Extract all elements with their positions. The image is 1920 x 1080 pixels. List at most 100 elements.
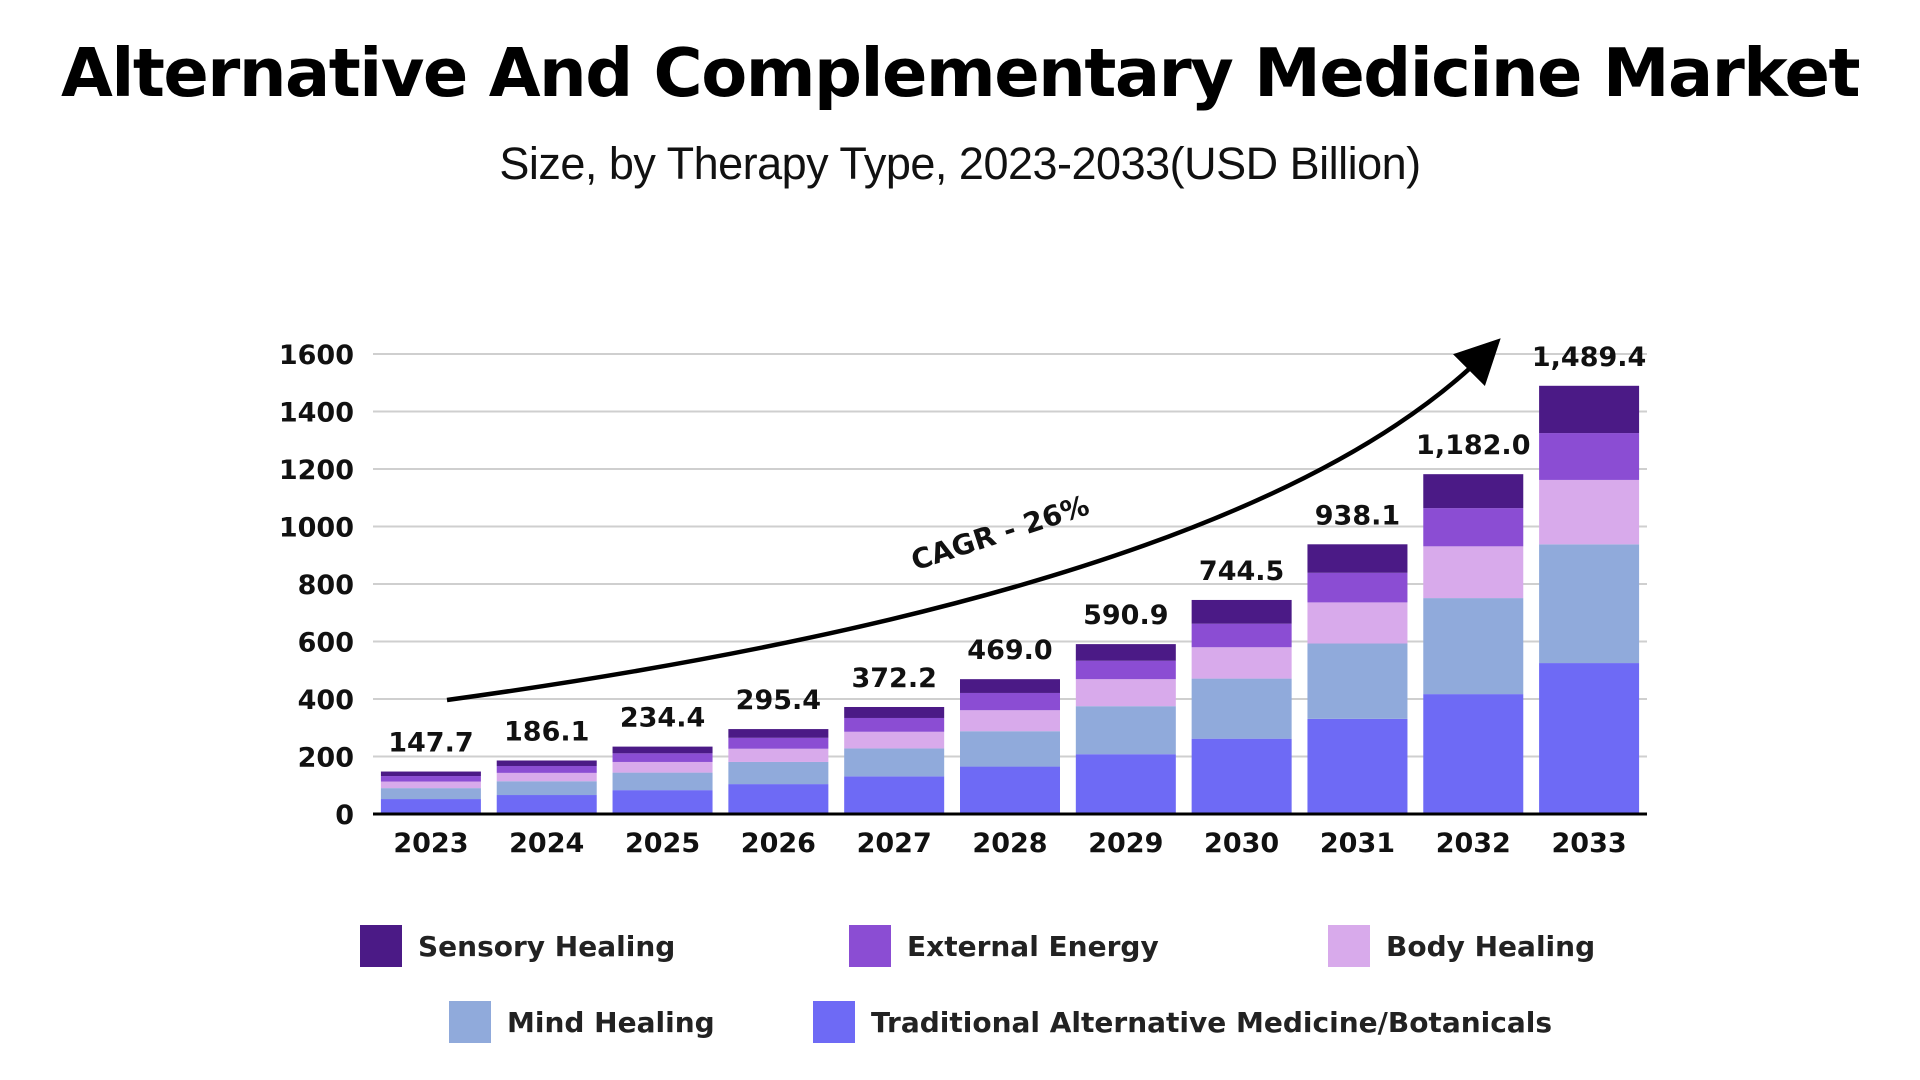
bar-2032-body-healing [1423,546,1524,599]
bar-2031-sensory-healing [1307,544,1408,573]
bar-2029-sensory-healing [1075,644,1176,661]
bar-2025-sensory-healing [612,746,713,754]
x-tick-label-2030: 2030 [1204,828,1279,859]
x-tick-label-2026: 2026 [741,828,816,859]
legend-item-body-healing: Body Healing [1328,925,1595,967]
bar-2031-external-energy [1307,572,1408,603]
bar-2032-sensory-healing [1423,474,1524,509]
bar-2027-mind-healing [844,748,945,777]
legend-item-mind-healing: Mind Healing [449,1001,715,1043]
x-tick-label-2029: 2029 [1088,828,1163,859]
y-tick-label: 400 [298,685,354,716]
x-tick-label-2025: 2025 [625,828,700,859]
legend-swatch-external-energy [849,925,891,967]
bar-2033-external-energy [1539,433,1640,480]
y-tick-label: 0 [335,800,354,831]
x-tick-label-2032: 2032 [1436,828,1511,859]
bar-2030-sensory-healing [1191,599,1292,624]
legend-label-sensory-healing: Sensory Healing [418,929,676,963]
legend-swatch-traditional-alternative-medicine [813,1001,855,1043]
bar-2023-external-energy [380,776,481,782]
total-label-2031: 938.1 [1315,500,1400,531]
bar-2026-external-energy [728,737,829,749]
y-tick-label: 200 [298,743,354,774]
bar-2026-body-healing [728,748,829,762]
legend-label-external-energy: External Energy [907,929,1159,963]
bar-2023-mind-healing [380,788,481,800]
x-tick-label-2033: 2033 [1552,828,1627,859]
y-tick-label: 1000 [279,513,354,544]
labels: 0 200 400 600 800 1000 1200 1400 1600 147.7 2023 18… [279,340,1646,859]
bar-2024-traditional-alternative-medicine-botanicals [496,795,597,814]
bar-2033-sensory-healing [1539,385,1640,434]
bar-2029-traditional-alternative-medicine-botanicals [1075,754,1176,814]
total-label-2030: 744.5 [1199,556,1284,587]
total-label-2033: 1,489.4 [1532,342,1646,373]
x-tick-label-2028: 2028 [972,828,1047,859]
cagr-label: CAGR - 26% [907,489,1093,578]
x-tick-label-2023: 2023 [393,828,468,859]
total-label-2029: 590.9 [1083,600,1168,631]
bar-2033-mind-healing [1539,544,1640,664]
y-tick-label: 800 [298,570,354,601]
bar-2024-sensory-healing [496,760,597,766]
legend-swatch-mind-healing [449,1001,491,1043]
chart-subtitle: Size, by Therapy Type, 2023-2033(USD Bil… [499,138,1421,189]
bar-2023-traditional-alternative-medicine-botanicals [380,799,481,814]
bar-2026-sensory-healing [728,729,829,738]
legend-swatch-body-healing [1328,925,1370,967]
bar-2030-body-healing [1191,647,1292,679]
y-tick-label: 600 [298,628,354,659]
bar-2027-external-energy [844,717,945,732]
bar-2033-traditional-alternative-medicine-botanicals [1539,663,1640,814]
legend-label-mind-healing: Mind Healing [507,1005,715,1039]
bars [380,385,1640,814]
bar-2029-body-healing [1075,679,1176,707]
bar-2033-body-healing [1539,479,1640,545]
bar-2028-sensory-healing [960,679,1060,693]
bar-2032-traditional-alternative-medicine-botanicals [1423,694,1524,814]
bar-2029-mind-healing [1075,706,1176,755]
legend-item-traditional-alternative-medicine: Traditional Alternative Medicine/Botanic… [813,1001,1552,1043]
bar-2027-body-healing [844,731,945,749]
bar-2024-external-energy [496,765,597,773]
y-tick-label: 1200 [279,455,354,486]
bar-2028-mind-healing [960,731,1060,767]
legend-label-body-healing: Body Healing [1386,929,1596,963]
bar-2026-mind-healing [728,761,829,785]
legend-label-traditional-alternative-medicine: Traditional Alternative Medicine/Botanic… [871,1005,1552,1039]
bar-2032-external-energy [1423,508,1524,547]
bar-2025-external-energy [612,753,713,762]
bar-2031-traditional-alternative-medicine-botanicals [1307,718,1408,814]
total-label-2025: 234.4 [620,703,705,734]
bar-2031-body-healing [1307,602,1408,644]
bar-2030-mind-healing [1191,678,1292,739]
x-tick-label-2031: 2031 [1320,828,1395,859]
bar-2030-external-energy [1191,623,1292,648]
y-tick-label: 1400 [279,398,354,429]
bar-2028-external-energy [960,692,1060,711]
total-label-2023: 147.7 [388,728,473,759]
x-tick-label-2027: 2027 [857,828,932,859]
bar-2025-mind-healing [612,772,713,791]
total-label-2026: 295.4 [736,685,821,716]
chart-title: Alternative And Complementary Medicine M… [61,34,1860,112]
legend-swatch-sensory-healing [360,925,402,967]
bar-2025-body-healing [612,761,713,773]
bar-2025-traditional-alternative-medicine-botanicals [612,790,713,814]
bar-2023-body-healing [380,781,481,789]
total-label-2027: 372.2 [851,663,936,694]
total-label-2024: 186.1 [504,716,589,747]
bar-2026-traditional-alternative-medicine-botanicals [728,784,829,814]
bar-2024-body-healing [496,772,597,782]
bar-2028-traditional-alternative-medicine-botanicals [960,766,1060,814]
bar-2027-traditional-alternative-medicine-botanicals [844,776,945,814]
total-label-2028: 469.0 [967,635,1052,666]
bar-2028-body-healing [960,710,1060,732]
cagr-arrow [446,338,1501,703]
bar-2029-external-energy [1075,660,1176,680]
total-label-2032: 1,182.0 [1416,430,1530,461]
bar-2024-mind-healing [496,781,597,796]
